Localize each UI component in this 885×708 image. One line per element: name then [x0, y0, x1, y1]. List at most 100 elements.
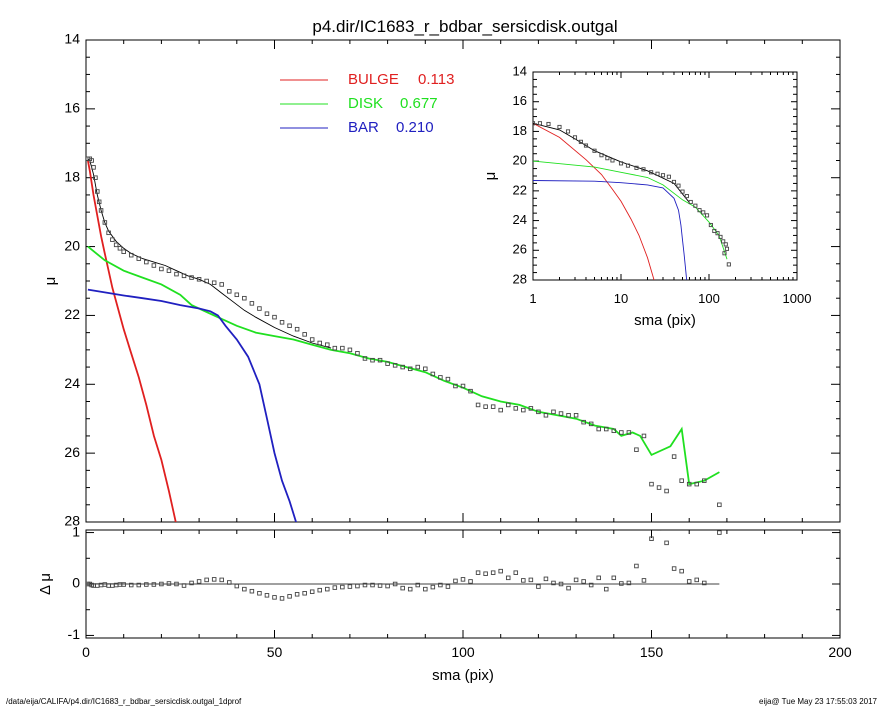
- main-data-point: [98, 208, 104, 213]
- inset-y-tick-label: 24: [513, 212, 527, 227]
- main-data-point: [430, 371, 436, 377]
- residual-residual-point: [121, 582, 126, 587]
- residual-residual-point: [370, 582, 375, 588]
- residual-residual-point: [460, 577, 466, 582]
- inset-x-tick-label: 10: [614, 291, 628, 306]
- main-data-point: [204, 278, 209, 284]
- residual-residual-point: [400, 585, 405, 591]
- main-data-point: [505, 402, 511, 408]
- residual-residual-point: [392, 581, 398, 587]
- inset-data-point: [655, 171, 660, 176]
- inset-data-point: [704, 213, 710, 218]
- main-data-point: [355, 351, 360, 356]
- residual-residual-point: [272, 595, 277, 600]
- residual-residual-point: [573, 577, 579, 583]
- residual-residual-point: [189, 580, 194, 586]
- residual-residual-point: [181, 583, 187, 588]
- residual-residual-point: [475, 570, 481, 575]
- main-data-point: [513, 406, 519, 411]
- inset-data-point: [715, 231, 720, 236]
- main-data-point: [392, 363, 398, 368]
- residual-residual-point: [543, 576, 549, 582]
- main-data-point: [272, 314, 277, 320]
- inset-data-point: [684, 194, 689, 199]
- inset-data-point: [592, 148, 597, 153]
- residual-residual-point: [257, 591, 262, 596]
- main-data-point: [106, 230, 111, 236]
- residual-residual-point: [294, 592, 300, 597]
- main-data-point: [679, 478, 684, 483]
- residual-residual-point: [279, 596, 285, 601]
- main-data-point: [573, 413, 579, 418]
- main-bar-line: [87, 288, 297, 522]
- legend: BULGE 0.113 DISK 0.677 BAR 0.210: [280, 71, 454, 136]
- residual-residual-point: [204, 577, 209, 583]
- main-data-point: [91, 165, 96, 170]
- main-y-tick-label: 14: [64, 31, 80, 47]
- residual-y-tick-label: 1: [72, 523, 80, 539]
- main-y-tick-label: 16: [64, 100, 80, 116]
- legend-value-disk: 0.677: [400, 95, 438, 112]
- residual-residual-point: [694, 577, 699, 583]
- residual-residual-point: [117, 582, 123, 587]
- main-data-point: [717, 502, 722, 508]
- inset-data-point: [537, 121, 543, 126]
- main-data-point: [626, 430, 632, 435]
- main-data-point: [664, 488, 669, 494]
- inset-data-point: [726, 262, 731, 267]
- residual-residual-point: [355, 583, 360, 589]
- inset-data-point: [724, 246, 730, 251]
- residual-residual-point: [144, 582, 149, 587]
- main-data-point: [543, 413, 549, 418]
- residual-residual-point: [196, 579, 202, 584]
- residual-x-tick-label: 50: [267, 644, 283, 660]
- main-data-point: [400, 364, 405, 370]
- residual-residual-point: [302, 591, 307, 596]
- chart-title: p4.dir/IC1683_r_bdbar_sersicdisk.outgal: [312, 17, 617, 36]
- residual-y-axis-label: Δ μ: [37, 573, 54, 595]
- main-data-point: [136, 256, 142, 261]
- residual-residual-point: [505, 575, 511, 581]
- residual-residual-point: [242, 586, 247, 592]
- residual-residual-point: [423, 586, 428, 592]
- main-data-point: [287, 323, 292, 329]
- residual-residual-point: [438, 582, 443, 588]
- main-data-point: [121, 249, 126, 254]
- main-data-point: [671, 454, 677, 459]
- main-plot-area: [86, 156, 722, 522]
- inset-plot-area: [533, 121, 731, 280]
- residual-x-tick-label: 0: [82, 644, 90, 660]
- main-data-point: [242, 295, 247, 301]
- legend-value-bar: 0.210: [396, 119, 434, 136]
- main-data-point: [128, 252, 134, 258]
- main-data-point: [264, 311, 270, 316]
- main-data-point: [93, 175, 98, 180]
- residual-residual-point: [445, 584, 451, 589]
- inset-data-point: [708, 222, 713, 228]
- main-y-tick-label: 20: [64, 237, 80, 253]
- residual-residual-point: [581, 579, 586, 584]
- main-data-point: [294, 326, 300, 332]
- inset-data-point: [557, 124, 562, 130]
- main-profile-panel: 14 16 18 20 22 24 26 28 μ: [42, 31, 841, 529]
- legend-label-disk: DISK: [348, 95, 383, 112]
- residual-residual-point: [249, 588, 255, 594]
- residual-residual-point: [385, 583, 390, 589]
- inset-data-point: [723, 242, 728, 247]
- inset-data-point: [712, 228, 717, 234]
- residual-residual-point: [287, 594, 292, 599]
- main-data-point: [702, 478, 707, 483]
- inset-disk-line: [533, 160, 728, 260]
- main-y-tick-label: 18: [64, 168, 80, 184]
- inset-data-point: [634, 165, 639, 170]
- main-data-point: [551, 409, 556, 415]
- residual-residual-point: [656, 530, 662, 531]
- footer-stamp: eija@ Tue May 23 17:55:03 2017: [759, 697, 878, 706]
- main-data-point: [468, 388, 473, 394]
- main-y-tick-label: 22: [64, 306, 80, 322]
- residual-x-tick-label: 100: [451, 644, 475, 660]
- footer-path: /data/eija/CALIFA/p4.dir/IC1683_r_bdbar_…: [6, 697, 242, 706]
- residual-residual-point: [558, 581, 564, 587]
- residual-residual-point: [264, 593, 270, 598]
